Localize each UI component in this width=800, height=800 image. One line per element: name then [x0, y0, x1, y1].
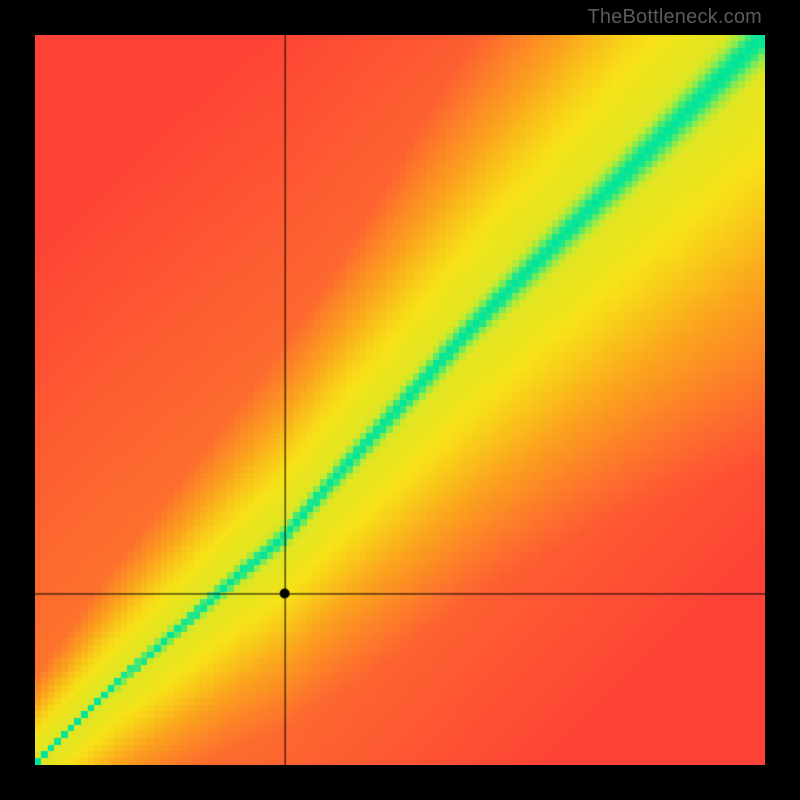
chart-container: TheBottleneck.com — [0, 0, 800, 800]
heatmap-plot — [35, 35, 765, 765]
heatmap-canvas — [35, 35, 765, 765]
watermark-text: TheBottleneck.com — [587, 6, 762, 29]
